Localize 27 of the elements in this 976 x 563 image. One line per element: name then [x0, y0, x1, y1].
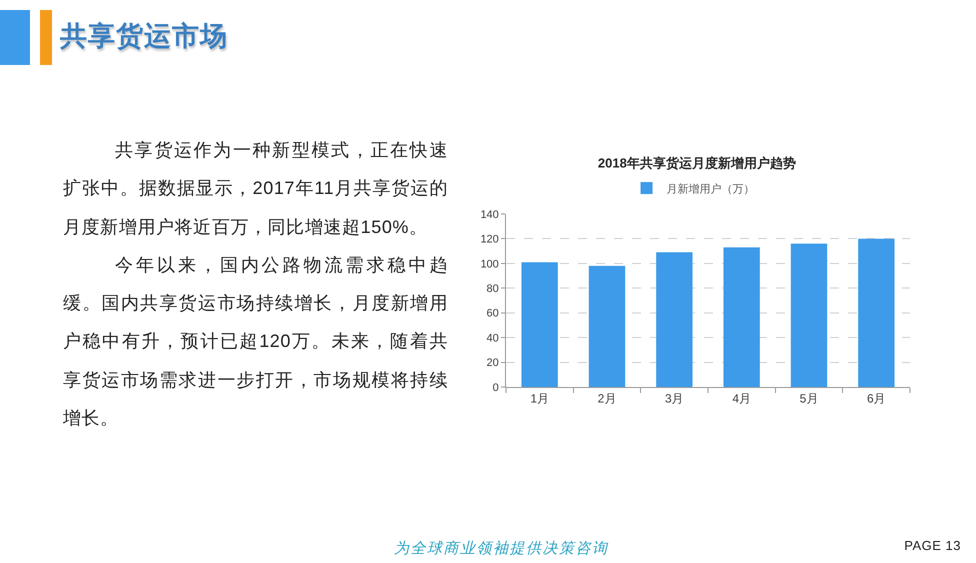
x-tick-label: 1月	[530, 391, 550, 406]
text: 为全球商业领袖提供决策咨询	[394, 539, 608, 558]
text: 今年以来，国内公路物流需求稳中趋缓。国内共享货运市场持续增长，月度新增用户稳中有升，预计已超120万。未来，随着共享货运市场需求进一步打开，市场规模将持续增长。	[63, 254, 448, 430]
y-tick-label: 80	[486, 282, 499, 295]
y-tick-label: 0	[492, 382, 499, 394]
bar	[790, 244, 828, 387]
y-tick-label: 140	[480, 208, 499, 221]
y-tick-label: 100	[480, 258, 499, 270]
x-tick-label: 6月	[866, 391, 886, 406]
text: 共享货运市场	[60, 20, 228, 54]
x-tick-label: 5月	[800, 391, 818, 406]
x-tick-label: 3月	[664, 391, 684, 406]
y-tick-label: 60	[486, 308, 499, 320]
text: PAGE 13	[904, 538, 961, 553]
bar	[588, 266, 626, 387]
bar	[723, 247, 760, 387]
y-tick-label: 40	[486, 332, 499, 344]
bar	[521, 262, 558, 387]
x-tick-label: 4月	[732, 391, 752, 406]
x-tick-label: 2月	[598, 391, 616, 406]
legend-label: 月新增用户（万）	[666, 182, 755, 196]
y-tick-label: 20	[486, 357, 499, 370]
bar	[656, 252, 693, 387]
chart-title: 2018年共享货运月度新增用户趋势	[598, 156, 796, 171]
text: 共享货运作为一种新型模式，正在快速扩张中。据数据显示，2017年11月共享货运的月度新增用户将近百万，同比增速超150%。	[63, 139, 448, 239]
y-tick-label: 120	[480, 234, 499, 246]
bar	[858, 238, 895, 387]
